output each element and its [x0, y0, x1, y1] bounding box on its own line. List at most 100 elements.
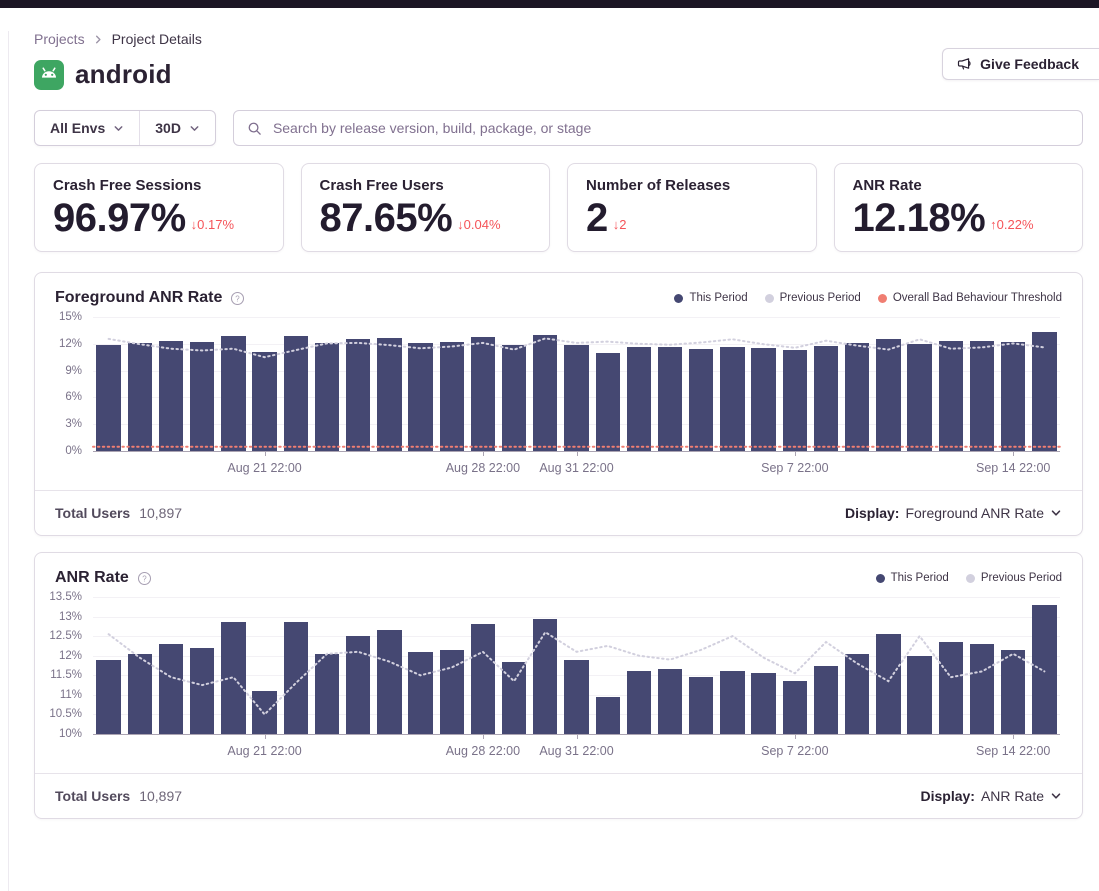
bar [657, 346, 683, 451]
bar [751, 347, 776, 451]
bar [408, 651, 433, 734]
x-tick-label: Aug 21 22:00 [227, 461, 302, 475]
y-tick-label: 13.5% [49, 591, 82, 603]
legend-dot [965, 573, 975, 583]
y-tick-label: 10.5% [49, 708, 82, 721]
bar [845, 343, 870, 451]
foreground-anr-rate-chart[interactable] [92, 317, 1061, 452]
x-tick-mark [264, 735, 266, 739]
total-users: Total Users 10,897 [55, 788, 182, 804]
question-circle-icon[interactable]: ? [230, 291, 245, 306]
y-tick-label: 6% [65, 391, 82, 404]
legend-item-threshold[interactable]: Overall Bad Behaviour Threshold [877, 292, 1062, 304]
stat-value: 87.65% [319, 196, 453, 240]
x-tick-label: Sep 7 22:00 [761, 461, 829, 475]
x-tick-mark [576, 452, 578, 456]
x-tick-mark [482, 452, 484, 456]
give-feedback-button[interactable]: Give Feedback [942, 48, 1099, 80]
bar [564, 659, 589, 734]
bar [96, 344, 121, 451]
arrow-up-icon: ↑ [990, 217, 997, 232]
x-tick-label: Aug 21 22:00 [227, 744, 302, 758]
y-tick-label: 3% [65, 418, 82, 431]
x-tick-label: Aug 31 22:00 [539, 744, 614, 758]
display-dropdown[interactable]: Display: ANR Rate [921, 788, 1063, 804]
bar [377, 338, 402, 451]
bar [190, 647, 215, 734]
give-feedback-label: Give Feedback [980, 56, 1079, 72]
stat-delta: ↑0.22% [990, 217, 1034, 232]
x-tick-mark [794, 735, 796, 739]
stat-value: 96.97% [53, 196, 186, 240]
bar [1032, 604, 1057, 734]
stat-delta: ↓0.04% [457, 217, 501, 232]
bar [720, 671, 745, 734]
search-input[interactable] [270, 119, 1069, 137]
legend-item-this-period[interactable]: This Period [674, 292, 748, 304]
project-details-page: Projects Project Details Give Feedback [8, 31, 1099, 891]
bar [907, 655, 932, 734]
window-top-bar [0, 0, 1099, 8]
x-tick-mark [1013, 452, 1015, 456]
filter-group: All Envs 30D [34, 110, 216, 146]
search-box[interactable] [232, 110, 1083, 146]
legend-dot [875, 573, 885, 583]
x-tick-label: Sep 7 22:00 [761, 744, 829, 758]
gridline [93, 597, 1060, 598]
project-header: android [34, 59, 1083, 90]
bar [938, 642, 963, 734]
display-dropdown[interactable]: Display: Foreground ANR Rate [845, 505, 1062, 521]
bar [813, 346, 839, 451]
anr-rate-card: ANR Rate ? This Period Previous Period 1… [34, 552, 1083, 819]
y-axis: 10% 10.5% 11% 11.5% 12% 12.5% 13% 13.5% [35, 591, 93, 763]
y-tick-label: 12% [58, 337, 82, 350]
bar [969, 341, 995, 451]
bar [127, 343, 152, 451]
bar [564, 344, 589, 451]
chart-legend: This Period Previous Period Overall Bad … [674, 292, 1062, 304]
stat-label: ANR Rate [852, 177, 922, 194]
gridline [93, 655, 1060, 657]
total-users: Total Users 10,897 [55, 505, 182, 521]
bar [969, 643, 995, 734]
chart-legend: This Period Previous Period [875, 572, 1062, 584]
bar [938, 340, 963, 451]
foreground-anr-rate-card: Foreground ANR Rate ? This Period Previo… [34, 272, 1083, 536]
y-tick-label: 12% [58, 649, 82, 662]
bar [470, 624, 496, 734]
legend-dot [764, 293, 774, 303]
environment-dropdown[interactable]: All Envs [35, 111, 139, 145]
bar [782, 349, 808, 451]
page-title: android [75, 59, 172, 89]
x-axis: Aug 21 22:00 Aug 28 22:00 Aug 31 22:00 Sep … [93, 735, 1060, 763]
date-range-dropdown[interactable]: 30D [139, 111, 215, 145]
chart-title: Foreground ANR Rate [55, 289, 223, 306]
stat-label: Crash Free Users [319, 177, 444, 194]
legend-item-this-period[interactable]: This Period [875, 572, 949, 584]
x-tick-label: Aug 28 22:00 [445, 461, 521, 475]
total-users-label: Total Users [55, 505, 131, 521]
y-tick-label: 13% [58, 610, 82, 623]
legend-item-previous-period[interactable]: Previous Period [965, 572, 1062, 584]
bar [782, 681, 808, 734]
x-tick-label: Aug 31 22:00 [539, 461, 614, 475]
total-users-label: Total Users [55, 788, 131, 804]
bar [252, 351, 277, 451]
anr-rate-chart[interactable] [93, 597, 1060, 735]
bar [595, 696, 620, 734]
legend-item-previous-period[interactable]: Previous Period [764, 292, 861, 304]
stats-row: Crash Free Sessions 96.97% ↓0.17% Crash … [34, 163, 1083, 252]
stat-label: Number of Releases [586, 177, 731, 194]
breadcrumb-projects-link[interactable]: Projects [34, 31, 85, 47]
question-circle-icon[interactable]: ? [137, 571, 152, 586]
y-tick-label: 10% [58, 728, 82, 740]
bar [439, 649, 464, 734]
stat-value: 2 [586, 196, 608, 240]
bar [283, 622, 308, 734]
chevron-down-icon [189, 123, 200, 134]
bar [408, 342, 433, 451]
bar [876, 338, 901, 451]
y-tick-label: 12.5% [49, 630, 82, 643]
bar [845, 653, 870, 734]
bar [501, 345, 527, 451]
